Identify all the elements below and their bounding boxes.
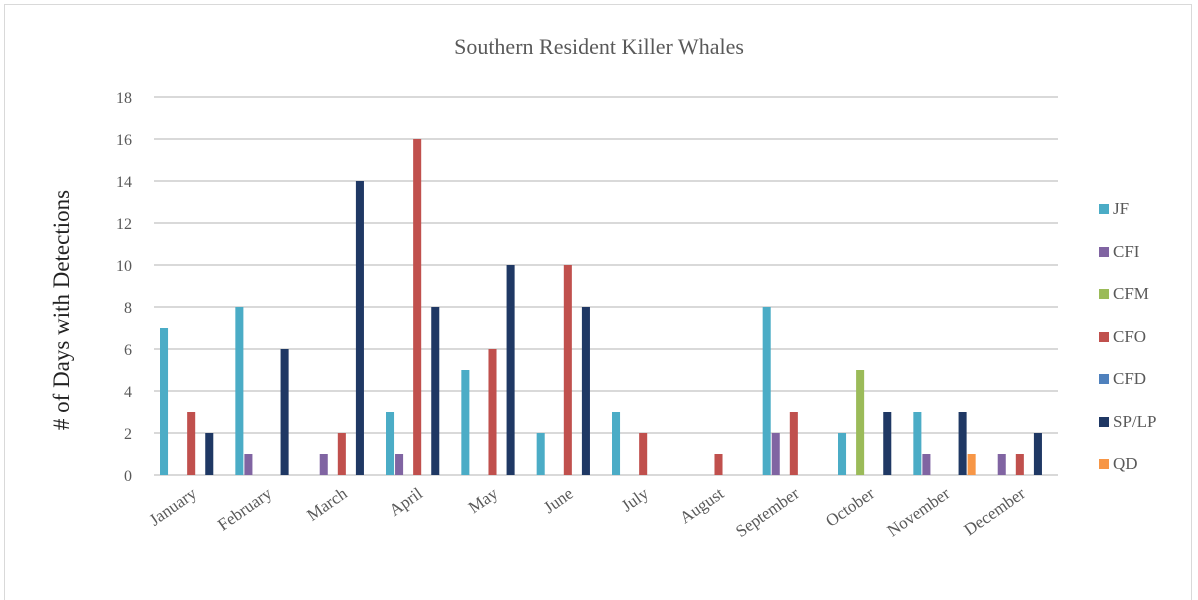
legend-item: CFM xyxy=(1099,284,1149,304)
y-tick-label: 2 xyxy=(124,426,132,443)
bar-cfo xyxy=(639,433,648,475)
y-tick-label: 4 xyxy=(124,384,132,401)
bar-cfo xyxy=(563,265,572,475)
legend-item: JF xyxy=(1099,199,1129,219)
x-tick-label: December xyxy=(961,484,1029,540)
bar-jf xyxy=(235,307,244,475)
legend-item: SP/LP xyxy=(1099,412,1156,432)
legend-swatch xyxy=(1099,204,1109,214)
bar-cfo xyxy=(789,412,798,475)
bar-cfo xyxy=(187,412,196,475)
legend-swatch xyxy=(1099,331,1109,342)
x-tick-label: February xyxy=(214,483,276,534)
y-tick-label: 12 xyxy=(116,216,132,233)
bar-jf xyxy=(762,307,771,475)
bar-sp-lp xyxy=(883,412,892,475)
bar-jf xyxy=(160,328,169,475)
x-tick-label: November xyxy=(884,484,954,541)
y-tick-label: 0 xyxy=(124,468,132,485)
legend-label: CFO xyxy=(1113,326,1147,346)
legend-item: CFI xyxy=(1099,242,1139,262)
y-tick-label: 6 xyxy=(124,342,132,359)
legend-item: CFO xyxy=(1099,327,1146,347)
bar-sp-lp xyxy=(205,433,214,475)
bar-sp-lp xyxy=(581,307,590,475)
chart-frame xyxy=(4,4,1192,600)
bar-qd xyxy=(967,454,976,475)
legend-swatch xyxy=(1099,416,1109,427)
legend-swatch xyxy=(1099,246,1109,257)
bar-jf xyxy=(612,412,621,475)
bar-cfo xyxy=(488,349,497,475)
bar-sp-lp xyxy=(431,307,440,475)
y-tick-label: 8 xyxy=(124,300,132,317)
bar-sp-lp xyxy=(1033,433,1042,475)
legend-label: JF xyxy=(1113,199,1130,218)
x-tick-label: July xyxy=(618,483,653,515)
bar-cfi xyxy=(244,454,253,475)
x-tick-label: May xyxy=(465,483,502,517)
legend-label: CFM xyxy=(1113,284,1149,303)
legend-label: QD xyxy=(1113,454,1138,473)
y-tick-label: 14 xyxy=(116,174,132,191)
bar-cfi xyxy=(997,454,1006,475)
chart-title: Southern Resident Killer Whales xyxy=(454,34,744,59)
bar-cfm xyxy=(856,370,865,475)
legend-label: SP/LP xyxy=(1113,411,1157,431)
bar-sp-lp xyxy=(280,349,289,475)
y-tick-label: 18 xyxy=(116,90,132,107)
x-tick-label: October xyxy=(822,484,878,531)
bar-jf xyxy=(913,412,922,475)
bar-cfi xyxy=(319,454,328,475)
legend-swatch xyxy=(1099,374,1109,384)
bar-jf xyxy=(461,370,470,475)
legend-label: CFD xyxy=(1113,369,1147,388)
x-tick-label: January xyxy=(146,483,201,529)
bar-sp-lp xyxy=(355,181,364,475)
y-tick-label: 10 xyxy=(116,258,132,275)
bar-cfo xyxy=(337,433,346,475)
bar-cfi xyxy=(771,433,780,475)
x-tick-label: August xyxy=(676,484,727,528)
x-tick-label: June xyxy=(540,484,576,517)
y-tick-label: 16 xyxy=(116,132,132,149)
legend-item: CFD xyxy=(1099,369,1146,389)
legend-swatch xyxy=(1099,289,1109,299)
x-tick-label: September xyxy=(732,484,803,541)
bar-cfo xyxy=(413,139,422,475)
bar-sp-lp xyxy=(506,265,515,475)
bar-jf xyxy=(838,433,847,475)
x-tick-label: April xyxy=(386,484,427,520)
bar-jf xyxy=(536,433,545,475)
legend-item: QD xyxy=(1099,454,1138,474)
bar-sp-lp xyxy=(958,412,967,475)
bar-cfo xyxy=(1015,454,1024,475)
x-tick-label: March xyxy=(303,483,351,524)
bar-cfo xyxy=(714,454,723,475)
bar-cfi xyxy=(922,454,931,475)
bar-cfi xyxy=(395,454,404,475)
legend-label: CFI xyxy=(1113,241,1140,261)
bar-jf xyxy=(386,412,395,475)
legend-swatch xyxy=(1099,459,1109,469)
